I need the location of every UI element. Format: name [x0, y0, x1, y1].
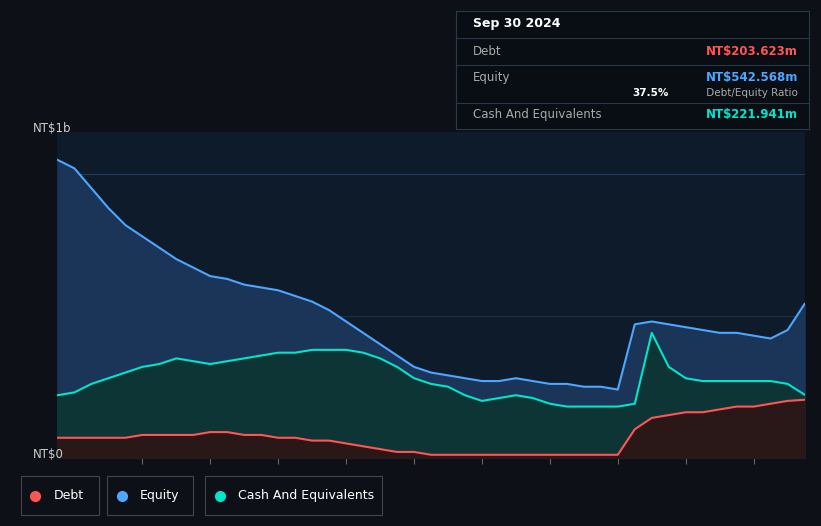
Text: Cash And Equivalents: Cash And Equivalents [474, 108, 602, 121]
Text: Sep 30 2024: Sep 30 2024 [474, 17, 561, 30]
Text: Debt: Debt [53, 489, 84, 502]
Text: Debt: Debt [474, 45, 502, 58]
Text: Cash And Equivalents: Cash And Equivalents [238, 489, 374, 502]
Text: Debt/Equity Ratio: Debt/Equity Ratio [704, 88, 798, 98]
Text: NT$1b: NT$1b [33, 123, 71, 135]
Text: 37.5%: 37.5% [632, 88, 668, 98]
Text: NT$542.568m: NT$542.568m [706, 72, 798, 85]
Text: NT$221.941m: NT$221.941m [706, 108, 798, 121]
Text: NT$203.623m: NT$203.623m [706, 45, 798, 58]
Text: NT$0: NT$0 [33, 449, 64, 461]
Text: Equity: Equity [474, 72, 511, 85]
Text: Equity: Equity [140, 489, 179, 502]
